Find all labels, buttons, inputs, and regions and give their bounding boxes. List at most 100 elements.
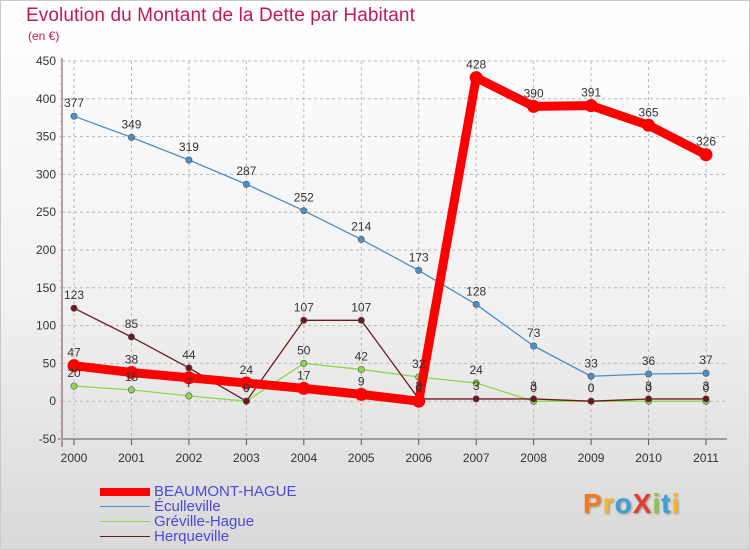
- data-label: 377: [64, 96, 84, 110]
- data-label: 214: [351, 219, 371, 233]
- data-label: 173: [409, 250, 429, 264]
- data-point: [472, 379, 480, 387]
- x-tick-label: 2002: [176, 451, 203, 465]
- data-point: [185, 392, 193, 400]
- data-label: 0: [588, 381, 595, 395]
- legend-label: Gréville-Hague: [154, 513, 255, 530]
- data-point: [127, 133, 135, 141]
- data-point: [702, 369, 710, 377]
- data-point: [185, 156, 193, 164]
- y-tick-label: 200: [36, 243, 56, 257]
- y-tick-label: 150: [36, 281, 56, 295]
- data-label: 37: [699, 353, 713, 367]
- series-line: [73, 115, 707, 377]
- data-point: [530, 342, 538, 350]
- data-label: 9: [358, 374, 365, 388]
- data-label: 3: [703, 379, 710, 393]
- series-line: [73, 307, 707, 402]
- legend: BEAUMONT-HAGUE Éculleville Gréville-Hagu…: [100, 483, 360, 545]
- logo-letter: i: [652, 488, 662, 519]
- logo-letter: i: [671, 488, 681, 519]
- data-point: [642, 118, 656, 132]
- y-tick-label: 100: [36, 319, 56, 333]
- chart-unit: (en €): [28, 29, 60, 43]
- data-label: 33: [584, 356, 598, 370]
- data-point: [127, 386, 135, 394]
- data-point: [300, 316, 308, 324]
- legend-item: Gréville-Hague: [100, 513, 360, 530]
- data-label: 73: [527, 326, 541, 340]
- data-label: 0: [530, 381, 537, 395]
- data-label: 107: [351, 300, 371, 314]
- data-point: [702, 395, 710, 403]
- data-label: 428: [466, 58, 486, 72]
- data-point: [300, 207, 308, 215]
- data-label: 15: [125, 370, 139, 384]
- legend-item: Herqueville: [100, 528, 360, 545]
- data-point: [239, 376, 253, 390]
- x-tick-label: 2008: [520, 451, 547, 465]
- data-label: 20: [67, 366, 81, 380]
- x-tick-label: 2011: [693, 451, 719, 465]
- data-label: 47: [67, 346, 81, 360]
- data-point: [124, 365, 138, 379]
- data-label: 3: [530, 379, 537, 393]
- data-point: [70, 382, 78, 390]
- data-label: 42: [355, 349, 369, 363]
- data-point: [242, 397, 250, 405]
- data-label: 3: [473, 379, 480, 393]
- y-tick-label: 300: [36, 167, 56, 181]
- legend-label: BEAUMONT-HAGUE: [154, 483, 297, 500]
- data-point: [185, 364, 193, 372]
- y-tick-label: 250: [36, 205, 56, 219]
- data-label: 44: [182, 348, 196, 362]
- chart-title: Evolution du Montant de la Dette par Hab…: [26, 5, 415, 26]
- data-point: [357, 235, 365, 243]
- data-point: [584, 99, 598, 113]
- data-point: [70, 304, 78, 312]
- data-point: [587, 372, 595, 380]
- data-point: [70, 112, 78, 120]
- x-tick-label: 2005: [348, 451, 375, 465]
- x-tick-label: 2007: [463, 451, 490, 465]
- logo-letter: t: [661, 488, 672, 519]
- data-point: [182, 371, 196, 385]
- data-label: 391: [581, 86, 601, 100]
- data-point: [527, 99, 541, 113]
- data-label: 252: [294, 191, 314, 205]
- data-point: [415, 266, 423, 274]
- x-tick-label: 2009: [578, 451, 605, 465]
- logo-letter: o: [614, 488, 633, 519]
- data-point: [300, 359, 308, 367]
- data-label: 123: [64, 288, 84, 302]
- data-label: 7: [186, 376, 193, 390]
- proxiti-logo: ProXiti: [583, 488, 680, 520]
- legend-item: Éculleville: [100, 498, 360, 515]
- data-label: 287: [236, 164, 256, 178]
- data-label: 128: [466, 284, 486, 298]
- legend-swatch: [100, 521, 150, 522]
- x-tick-label: 2006: [405, 451, 432, 465]
- data-label: 0: [588, 381, 595, 395]
- data-point: [357, 316, 365, 324]
- data-point: [472, 395, 480, 403]
- data-point: [587, 397, 595, 405]
- data-label: 0: [703, 381, 710, 395]
- data-label: 365: [639, 105, 659, 119]
- y-tick-label: 50: [43, 356, 57, 370]
- data-label: 0: [415, 381, 422, 395]
- y-tick-label: -50: [39, 432, 57, 446]
- data-label: 0: [645, 381, 652, 395]
- legend-label: Éculleville: [154, 498, 221, 515]
- data-point: [469, 71, 483, 85]
- data-point: [357, 365, 365, 373]
- data-label: 32: [412, 357, 426, 371]
- series-line: [69, 73, 711, 406]
- logo-letter: X: [632, 488, 653, 519]
- data-label: 24: [470, 363, 484, 377]
- logo-letter: r: [602, 488, 615, 519]
- data-label: 85: [125, 317, 139, 331]
- data-label: 3: [415, 379, 422, 393]
- data-label: 38: [125, 352, 139, 366]
